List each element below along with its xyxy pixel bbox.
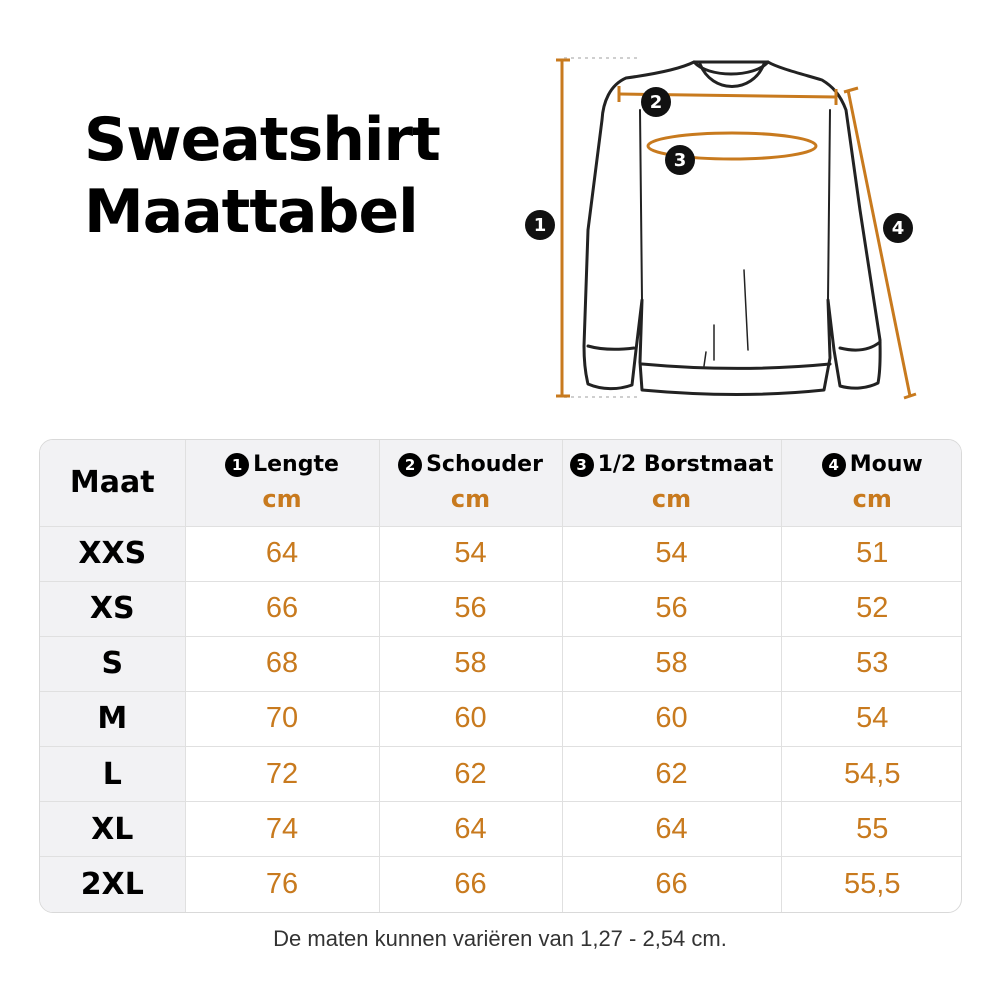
value-cell: 66 bbox=[379, 856, 563, 912]
value-cell: 64 bbox=[185, 526, 380, 582]
value-cell: 58 bbox=[562, 636, 782, 692]
svg-text:1: 1 bbox=[534, 215, 547, 236]
number-3-icon: 3 bbox=[569, 452, 594, 477]
table-row: L 72 62 62 54,5 bbox=[40, 746, 961, 803]
footnote: De maten kunnen variëren van 1,27 - 2,54… bbox=[273, 926, 727, 951]
size-cell: M bbox=[40, 691, 186, 748]
value-cell: 68 bbox=[185, 636, 380, 692]
value-cell: 62 bbox=[562, 746, 782, 803]
marker-2-icon: 2 bbox=[641, 87, 671, 117]
value-cell: 54 bbox=[379, 526, 563, 582]
value-cell: 64 bbox=[562, 801, 782, 858]
header-maat: Maat bbox=[40, 440, 186, 527]
value-cell: 51 bbox=[781, 526, 961, 582]
size-cell: XS bbox=[40, 581, 186, 637]
page-title: Sweatshirt Maattabel bbox=[84, 104, 441, 248]
value-cell: 54,5 bbox=[781, 746, 961, 803]
table-row: 2XL 76 66 66 55,5 bbox=[40, 856, 961, 912]
value-cell: 58 bbox=[379, 636, 563, 692]
sleeve-line bbox=[846, 89, 912, 397]
value-cell: 60 bbox=[379, 691, 563, 748]
value-cell: 55 bbox=[781, 801, 961, 858]
header-borstmaat: 3 1/2 Borstmaat cm bbox=[562, 440, 782, 527]
number-2-icon: 2 bbox=[398, 452, 423, 477]
svg-text:2: 2 bbox=[650, 92, 663, 113]
value-cell: 56 bbox=[562, 581, 782, 637]
svg-text:3: 3 bbox=[674, 150, 687, 171]
table-row: XL 74 64 64 55 bbox=[40, 801, 961, 858]
size-table: Maat 1 Lengte cm 2 Schouder cm 3 1/2 Borstm… bbox=[39, 439, 962, 913]
table-header-row: Maat 1 Lengte cm 2 Schouder cm 3 1/2 Borstm… bbox=[40, 440, 961, 527]
title-line-2: Maattabel bbox=[84, 177, 419, 247]
value-cell: 60 bbox=[562, 691, 782, 748]
value-cell: 54 bbox=[781, 691, 961, 748]
value-cell: 66 bbox=[562, 856, 782, 912]
value-cell: 76 bbox=[185, 856, 380, 912]
table-row: XXS 64 54 54 51 bbox=[40, 526, 961, 582]
size-cell: XL bbox=[40, 801, 186, 858]
marker-3-icon: 3 bbox=[665, 145, 695, 175]
header-schouder: 2 Schouder cm bbox=[379, 440, 563, 527]
size-cell: XXS bbox=[40, 526, 186, 582]
marker-4-icon: 4 bbox=[883, 213, 913, 243]
title-line-1: Sweatshirt bbox=[84, 105, 441, 175]
marker-1-icon: 1 bbox=[525, 210, 555, 240]
value-cell: 54 bbox=[562, 526, 782, 582]
table-row: M 70 60 60 54 bbox=[40, 691, 961, 748]
header-lengte: 1 Lengte cm bbox=[185, 440, 380, 527]
value-cell: 64 bbox=[379, 801, 563, 858]
value-cell: 53 bbox=[781, 636, 961, 692]
svg-text:4: 4 bbox=[892, 218, 905, 239]
value-cell: 70 bbox=[185, 691, 380, 748]
value-cell: 56 bbox=[379, 581, 563, 637]
sweatshirt-outline bbox=[582, 60, 882, 396]
table-row: XS 66 56 56 52 bbox=[40, 581, 961, 637]
value-cell: 55,5 bbox=[844, 868, 901, 901]
header-mouw: 4 Mouw cm bbox=[781, 440, 961, 527]
value-cell: 52 bbox=[781, 581, 961, 637]
number-4-icon: 4 bbox=[821, 452, 846, 477]
number-1-icon: 1 bbox=[225, 452, 250, 477]
sweatshirt-diagram: 1 2 3 4 bbox=[525, 57, 917, 400]
value-cell: 62 bbox=[379, 746, 563, 803]
size-cell: 2XL bbox=[40, 856, 186, 912]
size-cell: L bbox=[40, 746, 186, 803]
chest-line bbox=[646, 131, 818, 161]
value-cell: 66 bbox=[185, 581, 380, 637]
size-cell: S bbox=[40, 636, 186, 692]
table-row: S 68 58 58 53 bbox=[40, 636, 961, 692]
value-cell: 72 bbox=[185, 746, 380, 803]
value-cell: 74 bbox=[185, 801, 380, 858]
